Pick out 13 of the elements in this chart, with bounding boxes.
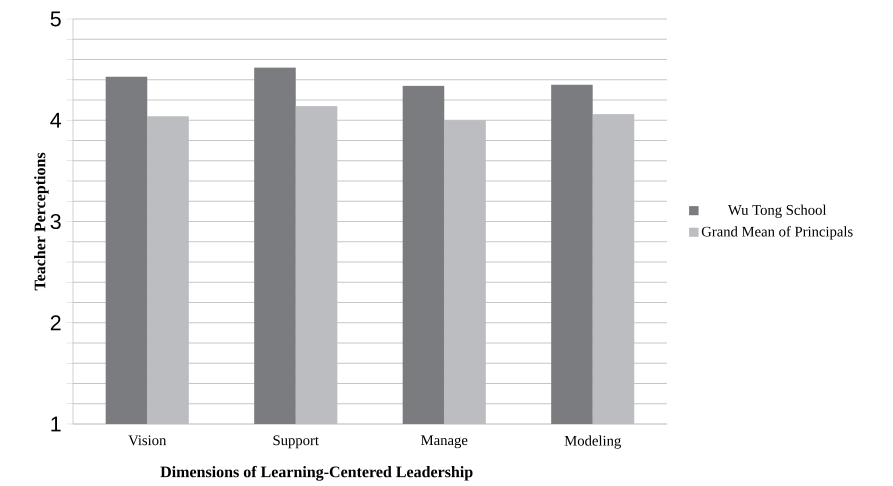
- y-tick-label: 3: [50, 214, 61, 230]
- y-tick-label: 1: [51, 416, 61, 432]
- x-tick-label: Support: [274, 435, 319, 448]
- x-tick-label: Vision: [128, 435, 166, 446]
- y-tick-label: 4: [50, 112, 61, 128]
- y-tick-label: 5: [50, 12, 61, 26]
- legend-label: Wu Tong School: [728, 204, 826, 218]
- x-tick-label: Modeling: [564, 435, 621, 449]
- y-tick-label: 2: [50, 315, 61, 330]
- legend-label: Grand Mean of Principals: [702, 226, 853, 240]
- x-axis-title: Dimensions of Learning-Centered Leadership: [160, 466, 473, 481]
- y-axis-title: Teacher Perceptions: [34, 152, 49, 290]
- x-tick-label: Manage: [421, 435, 468, 448]
